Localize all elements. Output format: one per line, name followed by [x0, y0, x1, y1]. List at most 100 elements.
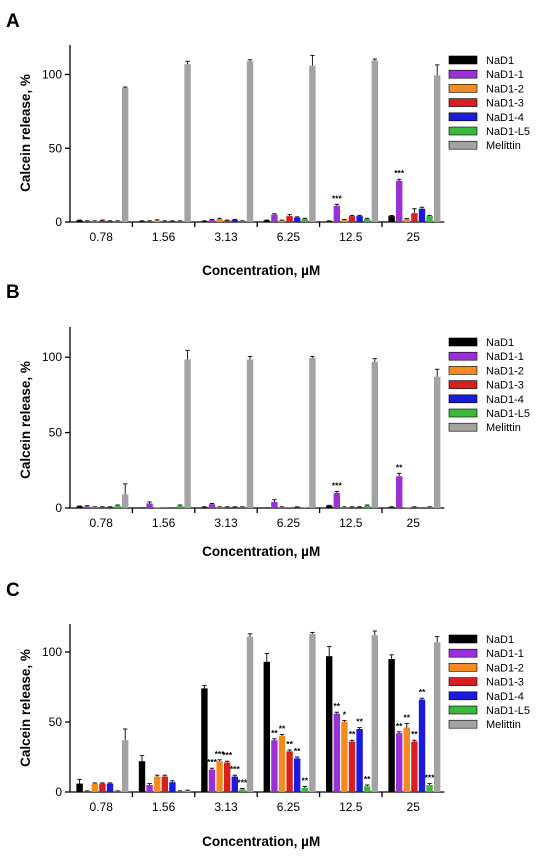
- bar-nad1-3: [348, 507, 356, 508]
- y-tick-label: 100: [42, 645, 62, 659]
- bar-nad1: [76, 220, 83, 222]
- legend-swatch-nad1-2: [448, 663, 478, 672]
- bar-nad1-1: [333, 713, 340, 792]
- bar-nad1-3: [411, 213, 418, 222]
- bar-nad1-l5: [364, 219, 371, 222]
- significance-label: **: [271, 728, 278, 738]
- bar-nad1-4: [169, 221, 176, 222]
- bar-nad1-1: [84, 221, 91, 222]
- bar-nad1-3: [161, 776, 168, 792]
- bar-nad1-1: [271, 740, 278, 792]
- bar-nad1-2: [278, 220, 286, 222]
- bar-nad1-4: [106, 783, 114, 792]
- bar-melittin: [371, 635, 378, 792]
- x-axis-label: Concentration, µM: [202, 834, 320, 849]
- bar-nad1-2: [91, 783, 98, 792]
- panel-letter: A: [6, 11, 20, 32]
- bar-nad1-4: [418, 507, 426, 508]
- legend-label-nad1-l5: NaD1-L5: [486, 705, 530, 717]
- bar-nad1-2: [216, 761, 223, 792]
- y-tick-label: 0: [55, 785, 62, 799]
- legend-swatch-nad1-3: [448, 677, 478, 686]
- legend-label-nad1-1: NaD1-1: [486, 648, 524, 660]
- significance-label: **: [286, 739, 293, 749]
- bar-nad1-2: [403, 727, 410, 792]
- bar-nad1: [201, 688, 208, 792]
- bar-nad1-4: [169, 507, 176, 508]
- significance-label: **: [403, 712, 410, 722]
- y-tick-label: 100: [42, 68, 62, 82]
- panel-a: A 0 50 100 0.78 1.56 3.13 6.25 12.5 25 *** *** Conce…: [6, 11, 530, 278]
- bar-nad1-2: [403, 219, 410, 222]
- x-tick-label: 12.5: [339, 516, 363, 530]
- bar-nad1-l5: [176, 505, 184, 508]
- x-axis-label: Concentration, µM: [202, 263, 320, 278]
- legend-label-nad1: NaD1: [486, 55, 514, 67]
- bar-nad1-2: [154, 220, 161, 222]
- bar-nad1-3: [161, 221, 168, 222]
- legend-swatch-nad1-2: [448, 84, 478, 93]
- bar-melittin: [246, 359, 254, 508]
- bar-melittin: [434, 376, 441, 508]
- bar-nad1-l5: [301, 219, 308, 222]
- bar-nad1-1: [396, 733, 403, 792]
- legend-label-melittin: Melittin: [486, 140, 521, 152]
- bar-nad1-4: [231, 507, 238, 508]
- bar-nad1-2: [216, 507, 223, 508]
- bar-melittin: [434, 75, 441, 222]
- x-tick-label: 12.5: [339, 800, 363, 814]
- bar-nad1: [326, 656, 333, 792]
- bar-melittin: [122, 494, 129, 508]
- bar-melittin: [184, 359, 191, 508]
- x-tick-label: 25: [407, 800, 421, 814]
- legend-label-nad1-4: NaD1-4: [486, 112, 524, 124]
- significance-label: *: [343, 710, 347, 720]
- bar-nad1-4: [106, 221, 114, 222]
- bar-nad1: [388, 507, 395, 508]
- bar-nad1: [263, 220, 270, 222]
- significance-label: **: [396, 462, 403, 472]
- x-tick-label: 6.25: [277, 516, 301, 530]
- legend-label-nad1-2: NaD1-2: [486, 662, 524, 674]
- x-tick-label: 0.78: [90, 516, 114, 530]
- x-tick-label: 3.13: [214, 516, 238, 530]
- bar-melittin: [246, 61, 254, 222]
- panel-letter: C: [6, 580, 20, 601]
- bar-nad1-1: [396, 180, 403, 222]
- bar-nad1-l5: [426, 507, 433, 508]
- x-tick-label: 0.78: [90, 230, 114, 244]
- bar-nad1-l5: [301, 787, 308, 792]
- bar-nad1: [326, 221, 333, 222]
- y-axis-label: Calcein release, %: [18, 649, 33, 767]
- bar-nad1-2: [278, 507, 286, 508]
- bar-melittin: [184, 64, 191, 222]
- bar-nad1-3: [99, 783, 106, 792]
- bar-nad1: [138, 507, 146, 508]
- bar-nad1-1: [146, 503, 153, 508]
- legend-label-nad1-4: NaD1-4: [486, 691, 524, 703]
- significance-label: ***: [394, 168, 405, 178]
- bar-melittin: [246, 636, 254, 792]
- bar-melittin: [184, 790, 191, 792]
- bar-nad1-1: [146, 785, 153, 792]
- significance-label: ***: [222, 750, 233, 760]
- legend-label-nad1-l5: NaD1-L5: [486, 126, 530, 138]
- bar-nad1-l5: [364, 786, 371, 792]
- x-tick-label: 1.56: [152, 516, 176, 530]
- bar-nad1-2: [341, 722, 348, 792]
- bar-nad1-1: [271, 501, 278, 508]
- bar-nad1-2: [91, 221, 98, 222]
- significance-label: **: [301, 775, 308, 785]
- bar-nad1-3: [224, 220, 231, 222]
- bar-melittin: [309, 65, 316, 223]
- legend: NaD1 NaD1-1 NaD1-2 NaD1-3 NaD1-4 NaD1-L5 Melit…: [448, 634, 530, 731]
- x-tick-label: 3.13: [214, 230, 238, 244]
- y-tick-label: 0: [55, 501, 62, 515]
- legend-swatch-nad1: [448, 337, 478, 347]
- bar-nad1: [201, 221, 208, 222]
- x-tick-label: 3.13: [214, 800, 238, 814]
- bar-nad1-3: [411, 507, 418, 508]
- significance-label: **: [356, 717, 363, 727]
